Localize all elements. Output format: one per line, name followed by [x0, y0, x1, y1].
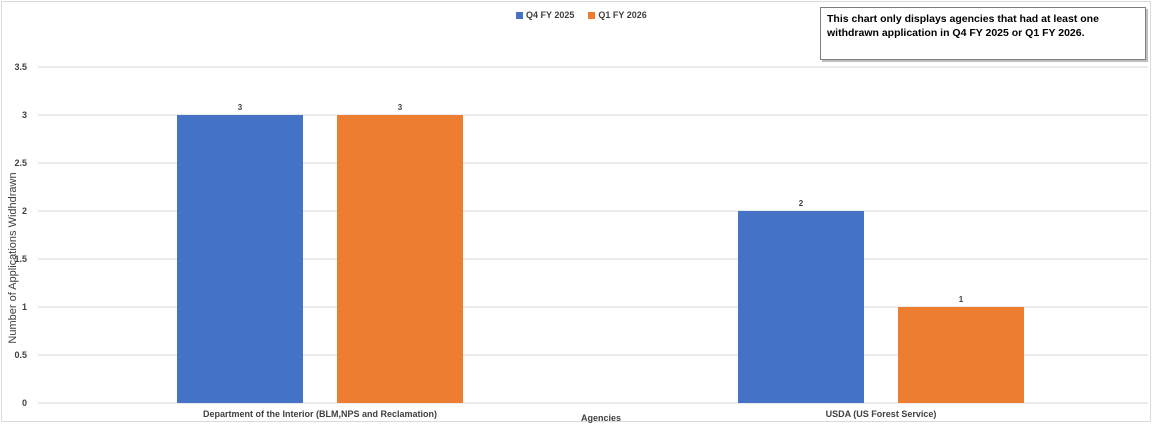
- legend-item-q4-fy-2025: Q4 FY 2025: [516, 10, 574, 20]
- y-tick-label: 1.5: [14, 254, 27, 264]
- legend: Q4 FY 2025 Q1 FY 2026: [516, 10, 647, 20]
- data-label: 2: [799, 199, 804, 208]
- y-tick-label: 2.5: [14, 158, 27, 168]
- legend-label-q4: Q4 FY 2025: [526, 10, 575, 20]
- x-tick-label: USDA (US Forest Service): [826, 409, 937, 419]
- chart-note: This chart only displays agencies that h…: [820, 7, 1146, 60]
- y-tick-label: 0: [22, 398, 27, 408]
- legend-item-q1-fy-2026: Q1 FY 2026: [588, 10, 647, 20]
- data-label: 3: [398, 103, 403, 112]
- y-axis-title: Number of Applications Widhdrawn: [7, 172, 19, 344]
- x-axis-title: Agencies: [580, 413, 622, 423]
- y-tick-label: 2: [22, 206, 27, 216]
- legend-swatch-q4: [516, 11, 523, 19]
- y-tick-label: 3: [22, 110, 27, 120]
- data-label: 3: [238, 103, 243, 112]
- bar-1-1: [898, 307, 1024, 403]
- y-tick-label: 0.5: [14, 350, 27, 360]
- x-tick-label: Department of the Interior (BLM,NPS and …: [203, 409, 437, 419]
- bar-0-0: [177, 115, 303, 403]
- bar-0-1: [337, 115, 463, 403]
- y-tick-label: 3.5: [14, 62, 27, 72]
- y-tick-label: 1: [22, 302, 27, 312]
- legend-swatch-q1: [588, 11, 596, 19]
- bar-1-0: [738, 211, 864, 403]
- data-label: 1: [959, 295, 964, 304]
- legend-label-q1: Q1 FY 2026: [598, 10, 647, 20]
